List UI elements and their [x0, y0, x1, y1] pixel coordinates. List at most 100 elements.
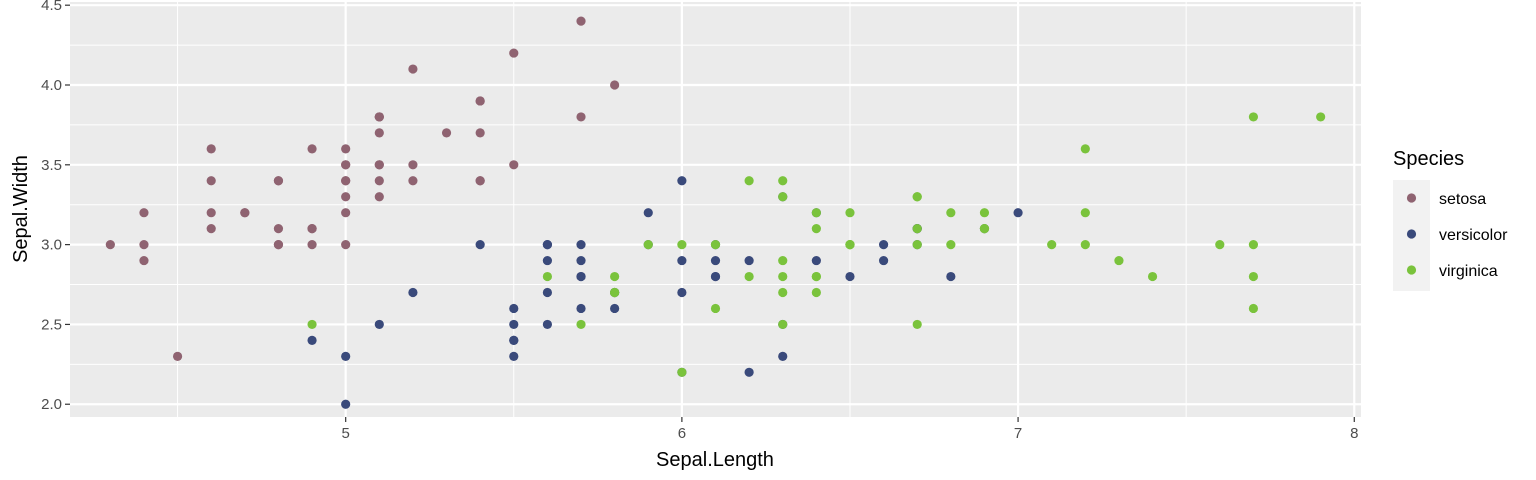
legend: Species setosa versicolor virginica [1393, 148, 1508, 291]
data-point-virginica [778, 319, 788, 330]
data-point-setosa [273, 240, 284, 250]
data-point-virginica [946, 240, 956, 250]
data-point-virginica [610, 287, 620, 298]
data-point-versicolor [341, 399, 351, 409]
data-point-virginica [778, 255, 788, 266]
data-point-virginica [811, 287, 821, 298]
data-point-virginica [979, 224, 990, 234]
data-point-virginica [912, 192, 922, 202]
y-tick-label: 3.5 [41, 157, 62, 174]
data-point-virginica [1248, 271, 1259, 282]
x-tick-label: 5 [342, 425, 350, 442]
x-tick-label: 6 [678, 425, 686, 442]
data-point-virginica [778, 192, 788, 202]
data-point-versicolor [341, 351, 351, 361]
data-point-versicolor [677, 287, 687, 298]
data-point-virginica [576, 319, 586, 330]
data-point-virginica [912, 224, 922, 234]
data-point-versicolor [307, 335, 317, 345]
data-point-virginica [610, 271, 620, 282]
data-point-setosa [307, 224, 317, 234]
data-point-setosa [475, 176, 485, 186]
data-point-virginica [1080, 240, 1090, 250]
data-point-setosa [610, 80, 620, 90]
data-point-virginica [677, 240, 687, 250]
data-point-versicolor [878, 255, 889, 266]
data-point-setosa [475, 96, 485, 106]
data-point-setosa [441, 128, 452, 138]
y-tick-label: 4.0 [41, 77, 62, 94]
data-point-virginica [677, 367, 687, 377]
data-point-setosa [408, 64, 418, 74]
data-point-versicolor [610, 303, 620, 314]
data-point-versicolor [710, 255, 721, 266]
data-point-versicolor [542, 255, 553, 266]
data-point-setosa [374, 192, 384, 202]
data-point-versicolor [509, 335, 519, 345]
y-tick-label: 4.5 [41, 0, 62, 14]
data-point-versicolor [744, 367, 754, 377]
legend-key-versicolor [1406, 229, 1417, 239]
data-point-virginica [744, 271, 754, 282]
data-point-virginica [1080, 144, 1090, 154]
data-point-versicolor [509, 351, 519, 361]
data-point-setosa [341, 144, 351, 154]
data-point-virginica [845, 240, 855, 250]
data-point-setosa [408, 160, 418, 170]
data-point-virginica [1080, 208, 1090, 218]
data-point-setosa [139, 255, 149, 266]
data-point-versicolor [576, 271, 586, 282]
data-point-versicolor [845, 271, 855, 282]
data-point-versicolor [542, 287, 553, 298]
data-point-versicolor [710, 271, 721, 282]
legend-label-virginica: virginica [1439, 263, 1498, 280]
grid-lines [70, 2, 1361, 417]
data-point-versicolor [778, 351, 788, 361]
data-point-setosa [341, 160, 351, 170]
data-point-virginica [946, 208, 956, 218]
data-point-setosa [307, 144, 317, 154]
data-point-setosa [206, 176, 216, 186]
y-axis-title: Sepal.Width [10, 155, 32, 263]
data-point-versicolor [509, 319, 519, 330]
data-point-virginica [811, 208, 821, 218]
data-point-virginica [744, 176, 754, 186]
data-point-versicolor [811, 255, 821, 266]
data-point-virginica [811, 224, 821, 234]
data-point-versicolor [878, 240, 889, 250]
data-point-setosa [374, 160, 384, 170]
x-axis-ticks: 5 6 7 8 [342, 417, 1358, 442]
data-point-versicolor [408, 287, 418, 298]
data-point-setosa [475, 128, 485, 138]
data-point-setosa [105, 240, 115, 250]
data-point-setosa [576, 112, 586, 122]
data-point-setosa [576, 16, 586, 26]
data-point-versicolor [946, 271, 956, 282]
x-axis-title: Sepal.Length [656, 449, 774, 471]
data-point-setosa [206, 208, 216, 218]
data-point-setosa [240, 208, 250, 218]
legend-label-setosa: setosa [1439, 191, 1486, 208]
data-point-virginica [1215, 240, 1225, 250]
data-point-virginica [307, 319, 317, 330]
data-point-virginica [643, 240, 653, 250]
y-axis-ticks: 2.0 2.5 3.0 3.5 4.0 4.5 [41, 0, 70, 413]
data-point-setosa [408, 176, 418, 186]
data-point-setosa [172, 351, 183, 361]
data-point-setosa [307, 240, 317, 250]
data-point-setosa [206, 224, 216, 234]
legend-label-versicolor: versicolor [1439, 227, 1508, 244]
data-point-virginica [1114, 255, 1124, 266]
data-points [105, 16, 1326, 409]
data-point-virginica [1047, 240, 1057, 250]
data-point-virginica [778, 176, 788, 186]
data-point-setosa [273, 176, 284, 186]
data-point-versicolor [1013, 208, 1023, 218]
data-point-setosa [139, 208, 149, 218]
data-point-versicolor [576, 240, 586, 250]
data-point-versicolor [576, 303, 586, 314]
data-point-virginica [811, 271, 821, 282]
data-point-versicolor [744, 255, 754, 266]
data-point-versicolor [475, 240, 485, 250]
data-point-setosa [341, 176, 351, 186]
